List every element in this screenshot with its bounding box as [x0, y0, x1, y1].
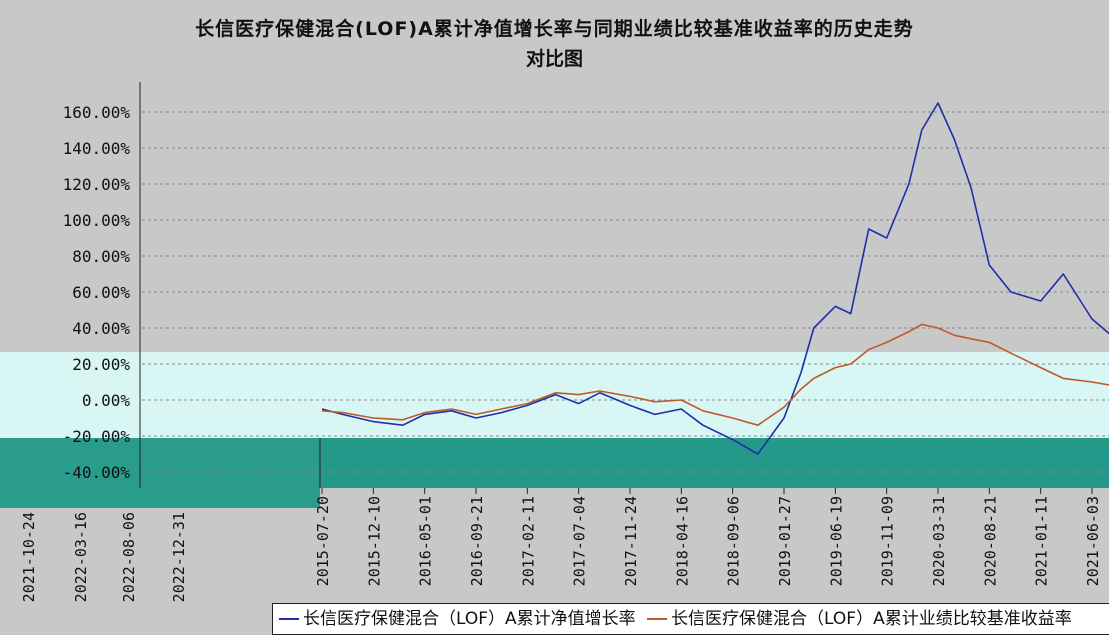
y-tick-label: 60.00%: [72, 283, 130, 302]
x-tick-label: 2016-09-21: [468, 496, 486, 586]
legend-label-benchmark: 长信医疗保健混合（LOF）A累计业绩比较基准收益率: [671, 609, 1072, 629]
x-tick-label-extra: 2022-03-16: [72, 512, 90, 602]
y-tick-label: 140.00%: [63, 139, 131, 158]
y-tick-label: 40.00%: [72, 319, 130, 338]
x-tick-label: 2020-03-31: [930, 496, 948, 586]
x-tick-label-extra: 2022-08-06: [120, 512, 138, 602]
overlay-band-teal: [0, 438, 320, 508]
y-tick-label: -40.00%: [63, 463, 131, 482]
chart-title: 长信医疗保健混合(LOF)A累计净值增长率与同期业绩比较基准收益率的历史走势: [195, 18, 914, 40]
y-tick-label: 120.00%: [63, 175, 131, 194]
x-tick-label: 2021-06-03: [1084, 496, 1102, 586]
chart-subtitle: 对比图: [525, 48, 583, 70]
x-tick-label: 2017-07-04: [571, 496, 589, 586]
x-tick-label: 2019-11-09: [879, 496, 897, 586]
y-tick-label: 0.00%: [82, 391, 131, 410]
legend-swatch-benchmark: [647, 618, 668, 620]
x-axis-ticks: 2015-07-20 2015-12-10 2016-05-01 2016-09-21…: [314, 488, 1102, 586]
y-tick-label: 160.00%: [63, 103, 131, 122]
x-tick-label: 2018-04-16: [673, 496, 691, 586]
x-tick-label: 2017-02-11: [519, 496, 537, 586]
y-tick-label: -20.00%: [63, 427, 131, 446]
x-axis-ticks-extra: 2021-10-24 2022-03-16 2022-08-06 2022-12-31: [20, 512, 188, 602]
x-tick-label: 2015-12-10: [365, 496, 383, 586]
x-tick-label: 2017-11-24: [622, 496, 640, 586]
y-tick-label: 80.00%: [72, 247, 130, 266]
y-tick-label: 20.00%: [72, 355, 130, 374]
legend-swatch-nav: [279, 618, 299, 620]
y-tick-label: 100.00%: [63, 211, 131, 230]
x-tick-label: 2016-05-01: [417, 496, 435, 586]
gridlines: [142, 111, 1109, 473]
x-tick-label-extra: 2022-12-31: [170, 512, 188, 602]
x-tick-label-extra: 2021-10-24: [20, 512, 38, 602]
x-tick-label: 2021-01-11: [1033, 496, 1051, 586]
x-tick-label: 2020-08-21: [981, 496, 999, 586]
y-axis-ticks: 160.00% 140.00% 120.00% 100.00% 80.00% 60.00%…: [63, 103, 131, 482]
x-tick-label: 2018-09-06: [725, 496, 743, 586]
overlay-band-teal-2: [320, 438, 1109, 488]
series-line-benchmark: [321, 323, 1109, 427]
x-tick-label: 2019-06-19: [827, 496, 845, 586]
x-tick-label: 2019-01-27: [776, 496, 794, 586]
series-line-nav: [321, 102, 1109, 455]
x-tick-label: 2015-07-20: [314, 496, 332, 586]
series-lines: [321, 102, 1109, 455]
legend-label-nav: 长信医疗保健混合（LOF）A累计净值增长率: [303, 609, 636, 629]
chart-legend: 长信医疗保健混合（LOF）A累计净值增长率 长信医疗保健混合（LOF）A累计业绩…: [272, 603, 1109, 635]
